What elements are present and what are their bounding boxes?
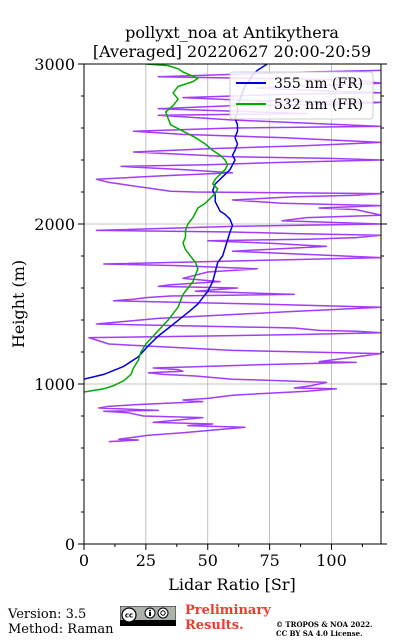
y-axis-label: Height (m) [9,260,28,348]
legend-label-532: 532 nm (FR) [274,97,363,113]
copyright-line2: CC BY SA 4.0 License. [276,629,363,638]
preliminary-line2: Results. [185,618,244,633]
legend-label-355: 355 nm (FR) [274,76,363,92]
preliminary-results-text: Preliminary Results. [185,603,275,633]
cc-by-sa-icon: cc [120,606,176,626]
x-tick-label-4: 100 [316,551,347,570]
preliminary-line1: Preliminary [185,603,271,618]
y-tick-label-3: 3000 [34,55,75,74]
svg-text:cc: cc [125,612,133,620]
chart-title-line1: pollyxt_noa at Antikythera [125,23,339,42]
y-tick-label-1: 1000 [34,375,75,394]
chart-title-line2: [Averaged] 20220627 20:00-20:59 [93,42,371,61]
copyright-line1: © TROPOS & NOA 2022. [276,620,373,629]
series-lines [84,64,381,443]
plot-frame [83,63,382,545]
legend: 355 nm (FR) 532 nm (FR) [229,71,374,120]
series-line-2 [88,69,381,443]
y-tick-label-2: 2000 [34,215,75,234]
version-text: Version: 3.5 [8,607,87,622]
method-text: Method: Raman [8,622,114,637]
chart-title: pollyxt_noa at Antikythera [Averaged] 20… [93,23,371,61]
copyright-text: © TROPOS & NOA 2022. CC BY SA 4.0 Licens… [276,620,396,638]
series-line-1 [84,64,229,393]
x-tick-label-0: 0 [79,551,89,570]
x-tick-label-2: 50 [198,551,218,570]
x-tick-label-3: 75 [259,551,279,570]
x-axis-label: Lidar Ratio [Sr] [168,575,296,594]
y-tick-label-0: 0 [65,535,75,554]
x-tick-label-1: 25 [136,551,156,570]
